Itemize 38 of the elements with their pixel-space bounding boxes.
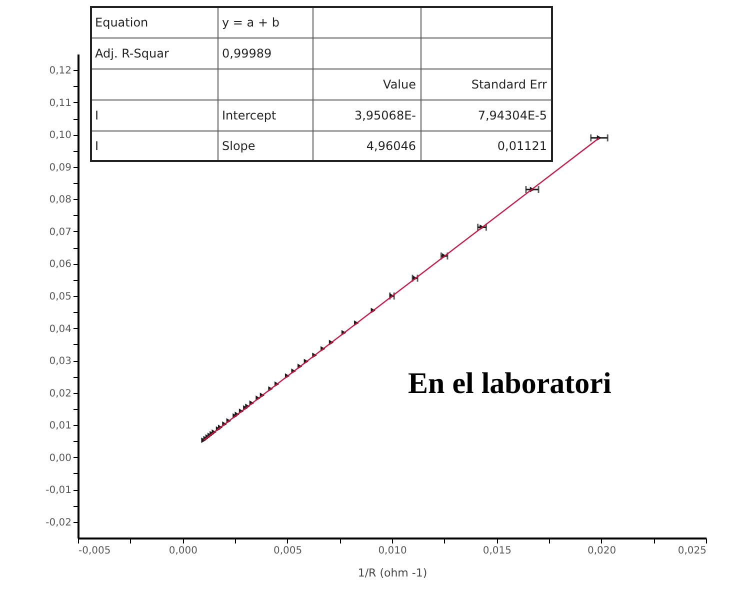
x-tick-label: 0,010 — [378, 546, 407, 556]
y-tick-label: 0,05 — [49, 292, 72, 302]
y-tick-label: 0,04 — [49, 324, 72, 335]
annotation: En el laboratori — [408, 367, 612, 400]
x-tick-label: 0,015 — [482, 546, 512, 556]
annotation: Intercept — [222, 108, 276, 122]
y-tick-label: -0,02 — [46, 517, 72, 528]
y-tick-label: 0,10 — [49, 130, 72, 142]
y-tick-label: 0,11 — [49, 98, 72, 109]
annotation: Value — [383, 78, 416, 92]
y-tick-label: 0,12 — [49, 66, 72, 77]
annotation: 7,94304E-5 — [478, 108, 547, 122]
y-tick-label: 0,08 — [49, 194, 72, 206]
x-tick-label: 0,005 — [274, 546, 302, 556]
annotation: 4,96046 — [366, 139, 416, 153]
annotation: Slope — [222, 139, 256, 153]
annotation: I — [95, 108, 99, 122]
annotation: Standard Err — [471, 78, 548, 92]
y-tick-label: 0,09 — [49, 162, 72, 174]
x-tick-label: -0,005 — [78, 546, 111, 556]
x-tick-label: 0,000 — [168, 546, 198, 556]
y-tick-label: 0,03 — [49, 356, 72, 368]
annotation: Adj. R-Squar — [95, 46, 169, 60]
annotation: I — [95, 139, 99, 153]
y-tick-label: 0,07 — [49, 226, 72, 238]
y-tick-label: 0,01 — [49, 420, 72, 432]
annotation: 0,99989 — [222, 46, 272, 60]
y-tick-label: 0,02 — [49, 388, 72, 400]
text: Equation — [95, 16, 148, 30]
x-axis-title: 1/R (ohm -1) — [358, 566, 428, 580]
y-tick-label: 0,00 — [49, 452, 72, 464]
annotation: 0,01121 — [497, 139, 547, 153]
annotation: 3,95068E- — [354, 108, 416, 122]
x-tick-label: 0,025 — [678, 546, 706, 556]
text: y = a + b — [222, 16, 280, 30]
y-tick-label: 0,06 — [49, 259, 72, 270]
y-tick-label: -0,01 — [46, 485, 72, 496]
x-tick-label: 0,020 — [588, 546, 616, 556]
